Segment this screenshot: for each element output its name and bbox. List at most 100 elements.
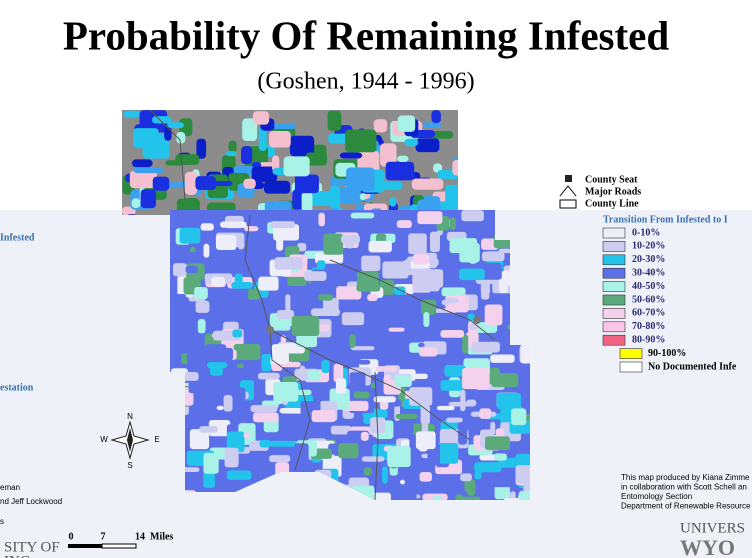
legend-label: 80-90% bbox=[632, 334, 665, 345]
map-patch bbox=[311, 410, 336, 423]
map-patch bbox=[375, 366, 398, 372]
map-patch bbox=[233, 343, 261, 361]
map-patch bbox=[459, 268, 485, 281]
map-patch bbox=[289, 135, 315, 157]
map-patch bbox=[418, 443, 428, 452]
scale-unit: Miles bbox=[150, 531, 173, 542]
map-patch bbox=[452, 160, 458, 176]
map-patch bbox=[422, 122, 442, 128]
legend-label: 70-80% bbox=[632, 321, 665, 332]
map-patch bbox=[215, 234, 237, 251]
map-patch bbox=[441, 287, 466, 297]
map-patch bbox=[285, 294, 291, 313]
map-patch bbox=[223, 395, 233, 412]
map-patch bbox=[403, 259, 411, 273]
map-patch bbox=[328, 133, 350, 144]
map-patch bbox=[490, 354, 515, 363]
map-patch bbox=[216, 405, 224, 411]
map-patch bbox=[345, 129, 377, 153]
map-patch bbox=[297, 243, 307, 252]
map-patch bbox=[187, 345, 203, 367]
map-patch bbox=[367, 293, 378, 302]
map-patch bbox=[399, 479, 406, 485]
map-patch bbox=[412, 269, 440, 292]
map-patch bbox=[466, 399, 477, 407]
map-patch bbox=[391, 480, 417, 500]
legend-swatch bbox=[602, 321, 626, 333]
map-patch bbox=[413, 373, 428, 380]
map-patch bbox=[484, 436, 510, 451]
legend-swatch bbox=[602, 294, 626, 306]
road bbox=[244, 214, 471, 441]
legend-label: No Documented Infe bbox=[648, 361, 737, 372]
map-patch bbox=[520, 344, 530, 364]
compass-label: E bbox=[154, 435, 159, 444]
map-patch bbox=[420, 404, 430, 425]
map-patch bbox=[195, 300, 210, 313]
map-patch bbox=[444, 364, 466, 377]
road bbox=[269, 329, 311, 471]
map-patch bbox=[342, 220, 363, 232]
map-patch bbox=[458, 423, 468, 445]
map-patch bbox=[258, 276, 279, 291]
map-patch bbox=[273, 224, 300, 241]
map-patch bbox=[214, 180, 233, 186]
map-patch bbox=[417, 211, 443, 225]
legend-label: 60-70% bbox=[632, 308, 665, 319]
map-patch bbox=[270, 221, 296, 229]
map-patch bbox=[127, 214, 136, 215]
map-patch bbox=[252, 111, 270, 125]
map-patch bbox=[316, 260, 326, 270]
map-patch bbox=[368, 240, 392, 253]
road-symbol bbox=[559, 185, 577, 197]
legend-swatch bbox=[602, 254, 626, 266]
map-patch bbox=[522, 414, 530, 422]
map-patch bbox=[272, 155, 280, 172]
map-patch bbox=[481, 280, 490, 300]
map-patch bbox=[122, 206, 136, 215]
legend-swatch bbox=[602, 267, 626, 279]
map-patch bbox=[188, 380, 212, 394]
map-patch bbox=[327, 110, 342, 131]
map-patch bbox=[196, 138, 207, 159]
map-patch bbox=[310, 308, 340, 316]
legend-label: 40-50% bbox=[632, 281, 665, 292]
scale-tick: 0 bbox=[69, 531, 74, 542]
map-patch bbox=[356, 283, 381, 292]
reference-legend-label: County Line bbox=[585, 198, 639, 209]
map-patch bbox=[397, 155, 409, 162]
map-patch bbox=[329, 185, 340, 209]
map-patch bbox=[132, 159, 153, 168]
map-patch bbox=[484, 304, 503, 326]
map-patch bbox=[511, 408, 527, 426]
map-patch bbox=[318, 212, 325, 227]
map-patch bbox=[486, 477, 515, 488]
map-patch bbox=[204, 344, 227, 358]
map-patch bbox=[200, 223, 214, 231]
map-patch bbox=[283, 156, 310, 177]
map-patch bbox=[203, 243, 210, 258]
roads bbox=[149, 109, 496, 501]
map-patch bbox=[250, 405, 278, 413]
legend-label: 90-100% bbox=[648, 348, 686, 359]
map-patch bbox=[395, 421, 414, 436]
map-patch bbox=[133, 128, 159, 149]
map-patch bbox=[480, 262, 502, 280]
scale-tick: 7 bbox=[101, 531, 106, 542]
map-patch bbox=[180, 252, 201, 260]
map-patch bbox=[151, 116, 172, 124]
map-patch bbox=[263, 180, 291, 194]
map-patch bbox=[304, 271, 327, 281]
map-patch bbox=[225, 150, 237, 157]
map-patch bbox=[440, 330, 465, 338]
scale-segment bbox=[68, 544, 102, 548]
map-patch bbox=[185, 265, 198, 274]
map-patch bbox=[279, 407, 304, 414]
map-patch bbox=[220, 221, 247, 228]
map-patch bbox=[253, 412, 279, 423]
map-patch bbox=[259, 439, 271, 448]
map-patch bbox=[444, 298, 459, 304]
legend: Transition From Infested to I 0-10% 10-20… bbox=[602, 214, 737, 373]
map-patch bbox=[234, 273, 243, 284]
